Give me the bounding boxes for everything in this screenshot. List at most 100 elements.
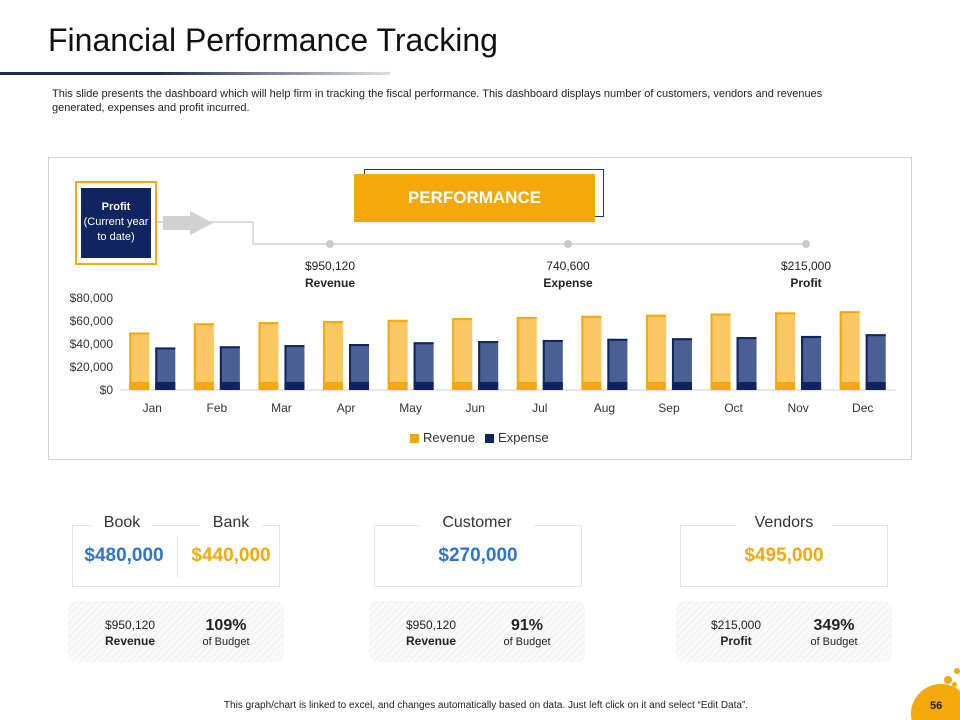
- stat-tile-customer: $950,120 Revenue 91% of Budget: [369, 601, 585, 662]
- bar-revenue-cap: [710, 313, 731, 316]
- stat-percent-block: 349% of Budget: [794, 616, 874, 648]
- stat-label: Profit: [720, 634, 752, 648]
- stat-percent: 91%: [510, 617, 544, 634]
- customer-card: [374, 525, 582, 587]
- metric-expense: 740,600 Expense: [508, 258, 628, 292]
- bar-expense-edge: [349, 344, 352, 390]
- bar-revenue-edge: [129, 332, 132, 390]
- stat-label: Revenue: [405, 634, 457, 648]
- bar-expense-nov: [801, 335, 822, 390]
- legend-item-expense: Expense: [485, 430, 549, 445]
- bar-revenue-jun: [452, 318, 473, 390]
- bar-expense-oct: [736, 337, 757, 390]
- bar-revenue-cap: [516, 316, 537, 319]
- y-tick-label: $20,000: [70, 360, 114, 374]
- bar-expense-base: [801, 382, 822, 390]
- bar-expense-sep: [671, 338, 692, 390]
- bar-revenue-apr: [323, 321, 344, 390]
- bar-revenue-base: [193, 382, 214, 390]
- legend-swatch-revenue: [410, 434, 419, 444]
- metric-label: Expense: [543, 276, 593, 290]
- stat-percent-sub: of Budget: [503, 636, 551, 648]
- bar-expense-cap: [284, 345, 305, 348]
- bar-expense-base: [284, 382, 305, 390]
- page-number-badge: 56: [911, 684, 960, 720]
- bar-revenue-cap: [839, 311, 860, 314]
- stat-percent: 349%: [813, 617, 855, 634]
- bar-revenue-base: [645, 382, 666, 390]
- bar-revenue-base: [839, 382, 860, 390]
- bar-revenue-base: [710, 382, 731, 390]
- bar-expense-cap: [607, 338, 628, 341]
- bar-revenue-may: [387, 319, 408, 390]
- profit-box-subtitle: (Current year to date): [83, 216, 149, 243]
- bar-expense-apr: [349, 344, 370, 390]
- x-tick-label: Nov: [787, 401, 808, 415]
- bar-revenue-edge: [645, 314, 648, 390]
- x-tick-label: May: [399, 401, 422, 415]
- bar-expense-cap: [155, 347, 176, 350]
- stat-amount-block: $950,120 Revenue: [391, 617, 471, 649]
- stat-label: Revenue: [104, 634, 156, 648]
- bar-expense-cap: [801, 335, 822, 338]
- bar-expense-cap: [542, 339, 563, 342]
- stat-percent: 109%: [205, 617, 247, 634]
- x-tick-label: Dec: [852, 401, 873, 415]
- metric-value: 740,600: [546, 259, 590, 273]
- card-divider: [177, 536, 178, 578]
- stat-percent-block: 109% of Budget: [186, 616, 266, 648]
- bar-revenue-nov: [775, 312, 796, 390]
- bar-expense-edge: [736, 337, 739, 390]
- stat-tile-book: $950,120 Revenue 109% of Budget: [68, 601, 284, 662]
- performance-banner: PERFORMANCE: [354, 174, 595, 222]
- legend-label: Expense: [498, 430, 549, 445]
- bar-expense-cap: [413, 342, 434, 345]
- bar-expense-cap: [349, 344, 370, 346]
- bar-revenue-cap: [645, 314, 666, 317]
- bar-revenue-cap: [775, 312, 796, 315]
- bank-value: $440,000: [191, 545, 271, 566]
- bar-revenue-cap: [387, 319, 408, 322]
- bar-expense-cap: [865, 334, 886, 337]
- stat-amount-block: $215,000 Profit: [696, 617, 776, 649]
- bar-revenue-edge: [387, 319, 390, 390]
- bar-revenue-mar: [258, 322, 279, 390]
- bar-revenue-edge: [452, 318, 455, 390]
- bar-revenue-edge: [710, 313, 713, 390]
- stat-amount: $950,120: [405, 618, 457, 632]
- bar-expense-base: [671, 382, 692, 390]
- bar-expense-edge: [478, 341, 481, 390]
- bar-expense-edge: [801, 335, 804, 390]
- chart-legend: Revenue Expense: [410, 430, 549, 445]
- bar-revenue-edge: [516, 316, 519, 390]
- decor-dot: [952, 682, 957, 687]
- bar-revenue-edge: [258, 322, 261, 390]
- customer-value: $270,000: [438, 545, 518, 566]
- slide-description: This slide presents the dashboard which …: [52, 88, 823, 114]
- x-tick-label: Oct: [724, 401, 743, 415]
- y-tick-label: $60,000: [70, 314, 114, 328]
- x-tick-label: Mar: [271, 401, 292, 415]
- y-tick-label: $40,000: [70, 337, 114, 351]
- bar-revenue-edge: [775, 312, 778, 390]
- bar-revenue-aug: [581, 315, 602, 390]
- bar-expense-edge: [865, 334, 868, 390]
- metric-value: $950,120: [304, 259, 356, 273]
- vendors-title: Vendors: [736, 514, 832, 532]
- bar-expense-base: [607, 382, 628, 390]
- stat-percent-block: 91% of Budget: [487, 616, 567, 648]
- bar-expense-edge: [542, 339, 545, 390]
- bar-expense-feb: [219, 346, 240, 390]
- bar-expense-mar: [284, 345, 305, 390]
- bar-expense-aug: [607, 338, 628, 390]
- bar-expense-edge: [607, 338, 610, 390]
- bar-revenue-cap: [129, 332, 150, 335]
- x-tick-label: Apr: [337, 401, 356, 415]
- profit-box: Profit (Current year to date): [81, 188, 151, 258]
- bar-revenue-base: [775, 382, 796, 390]
- x-tick-label: Jul: [532, 401, 547, 415]
- metric-profit: $215,000 Profit: [746, 258, 866, 292]
- page-number: 56: [930, 700, 943, 712]
- x-tick-label: Feb: [207, 401, 228, 415]
- bar-revenue-base: [452, 382, 473, 390]
